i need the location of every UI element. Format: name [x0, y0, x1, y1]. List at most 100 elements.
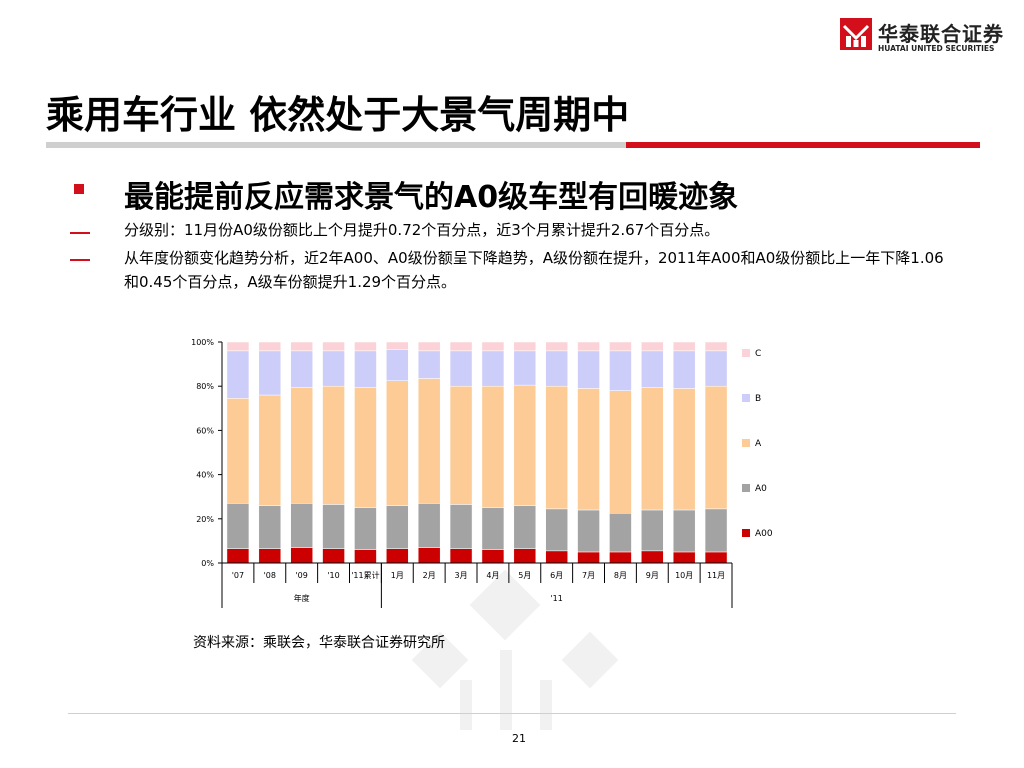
bar-segment-b: [609, 350, 632, 391]
bar-segment-b: [322, 350, 345, 387]
bar-segment-b: [545, 350, 568, 387]
bar-segment-a: [290, 387, 313, 504]
legend-label: A00: [755, 529, 773, 539]
bar-segment-a00: [545, 550, 568, 564]
legend-swatch-a0: [742, 484, 750, 492]
bar-segment-a0: [609, 513, 632, 553]
bar-segment-a00: [481, 549, 505, 564]
x-tick-label: '09: [295, 571, 307, 580]
bar-segment-a0: [513, 505, 537, 549]
y-tick-label: 80%: [196, 382, 214, 391]
x-tick-label: 4月: [486, 571, 499, 580]
bar-segment-a: [226, 398, 250, 504]
bar-segment-c: [354, 341, 377, 352]
sub-bullet-dash: [70, 232, 90, 234]
bar-segment-a: [672, 388, 696, 511]
bar-segment-a0: [545, 508, 568, 552]
x-tick-label: '11累计: [351, 570, 379, 580]
bar-segment-b: [354, 350, 377, 388]
source-note: 资料来源：乘联会，华泰联合证券研究所: [193, 635, 445, 651]
bar-segment-a0: [449, 504, 473, 549]
x-tick-label: 6月: [550, 571, 563, 580]
legend-swatch-a: [742, 439, 750, 447]
bar-segment-a0: [290, 503, 313, 548]
bar-segment-a00: [672, 551, 696, 564]
bar-segment-a00: [290, 547, 313, 564]
bar-segment-c: [258, 341, 282, 352]
sub-bullet-2: 从年度份额变化趋势分析，近2年A00、A0级份额呈下降趋势，A级份额在提升，20…: [124, 249, 944, 291]
x-tick-label: 3月: [455, 571, 468, 580]
y-tick-label: 0%: [201, 559, 214, 568]
bar-segment-c: [513, 341, 537, 352]
title-rule-accent: [626, 142, 980, 148]
bar-segment-a0: [641, 509, 664, 552]
x-tick-label: 1月: [391, 571, 404, 580]
bar-segment-a: [354, 387, 377, 508]
bar-segment-c: [545, 341, 568, 352]
bar-segment-a00: [322, 548, 345, 564]
bar-segment-b: [641, 350, 664, 388]
bar-segment-b: [577, 350, 600, 389]
bar-segment-a0: [226, 503, 250, 549]
x-tick-label: '08: [264, 571, 276, 580]
bar-segment-c: [386, 341, 409, 350]
x-tick-label: '07: [232, 571, 244, 580]
legend-swatch-a00: [742, 529, 750, 537]
bar-segment-a00: [386, 548, 409, 564]
bar-segment-a00: [354, 549, 377, 564]
bar-segment-a0: [417, 503, 441, 548]
bar-segment-a0: [258, 505, 282, 549]
bar-segment-a: [417, 378, 441, 504]
bar-segment-a00: [641, 550, 664, 564]
sub-bullet-dash: [70, 259, 90, 261]
bar-segment-a00: [449, 548, 473, 564]
bar-segment-a0: [386, 505, 409, 549]
x-tick-label: 10月: [675, 571, 693, 580]
bar-segment-c: [449, 341, 473, 352]
watermark-graphic: [411, 570, 619, 730]
sub-bullet-1: 分级别：11月份A0级份额比上个月提升0.72个百分点，近3个月累计提升2.67…: [124, 221, 720, 239]
bar-segment-b: [226, 350, 250, 399]
company-logo: 华泰联合证券 HUATAI UNITED SECURITIES: [840, 18, 1010, 54]
x-tick-label: '10: [327, 571, 339, 580]
main-bullet: 最能提前反应需求景气的A0级车型有回暖迹象: [124, 180, 739, 215]
x-tick-label: 7月: [582, 571, 595, 580]
bar-segment-c: [609, 341, 632, 352]
bar-segment-a: [322, 385, 345, 505]
legend-label: A: [755, 439, 762, 449]
bar-segment-c: [641, 341, 664, 352]
bar-segment-b: [258, 350, 282, 396]
bar-segment-a: [704, 385, 728, 510]
bar-segment-a00: [513, 548, 537, 564]
bar-segment-a00: [226, 548, 250, 564]
logo-en-text: HUATAI UNITED SECURITIES: [878, 44, 995, 53]
x-tick-label: 5月: [518, 571, 531, 580]
bar-segment-b: [513, 350, 537, 386]
bar-segment-b: [704, 350, 728, 387]
x-tick-label: 2月: [423, 571, 436, 580]
bar-segment-c: [704, 341, 728, 352]
bar-segment-b: [449, 350, 473, 387]
bar-segment-a0: [672, 509, 696, 553]
bar-segment-a: [449, 385, 473, 505]
bar-segment-c: [226, 341, 250, 352]
bar-segment-a: [545, 385, 568, 510]
bar-segment-a0: [322, 504, 345, 549]
slide-title: 乘用车行业 依然处于大景气周期中: [46, 93, 630, 137]
bar-segment-a0: [481, 507, 505, 550]
bar-segment-c: [417, 341, 441, 352]
legend-label: C: [755, 349, 761, 359]
bar-segment-a: [481, 385, 505, 509]
bar-segment-a: [386, 380, 409, 506]
footer-rule: [68, 713, 956, 714]
bar-segment-a: [641, 387, 664, 511]
bar-segment-c: [322, 341, 345, 352]
bar-segment-c: [672, 341, 696, 352]
y-tick-label: 20%: [196, 515, 214, 524]
y-tick-label: 40%: [196, 471, 214, 480]
legend-label: A0: [755, 484, 767, 494]
x-tick-label: 9月: [646, 571, 659, 580]
bar-segment-a: [513, 384, 537, 506]
bar-segment-b: [290, 350, 313, 388]
bar-segment-c: [290, 341, 313, 352]
